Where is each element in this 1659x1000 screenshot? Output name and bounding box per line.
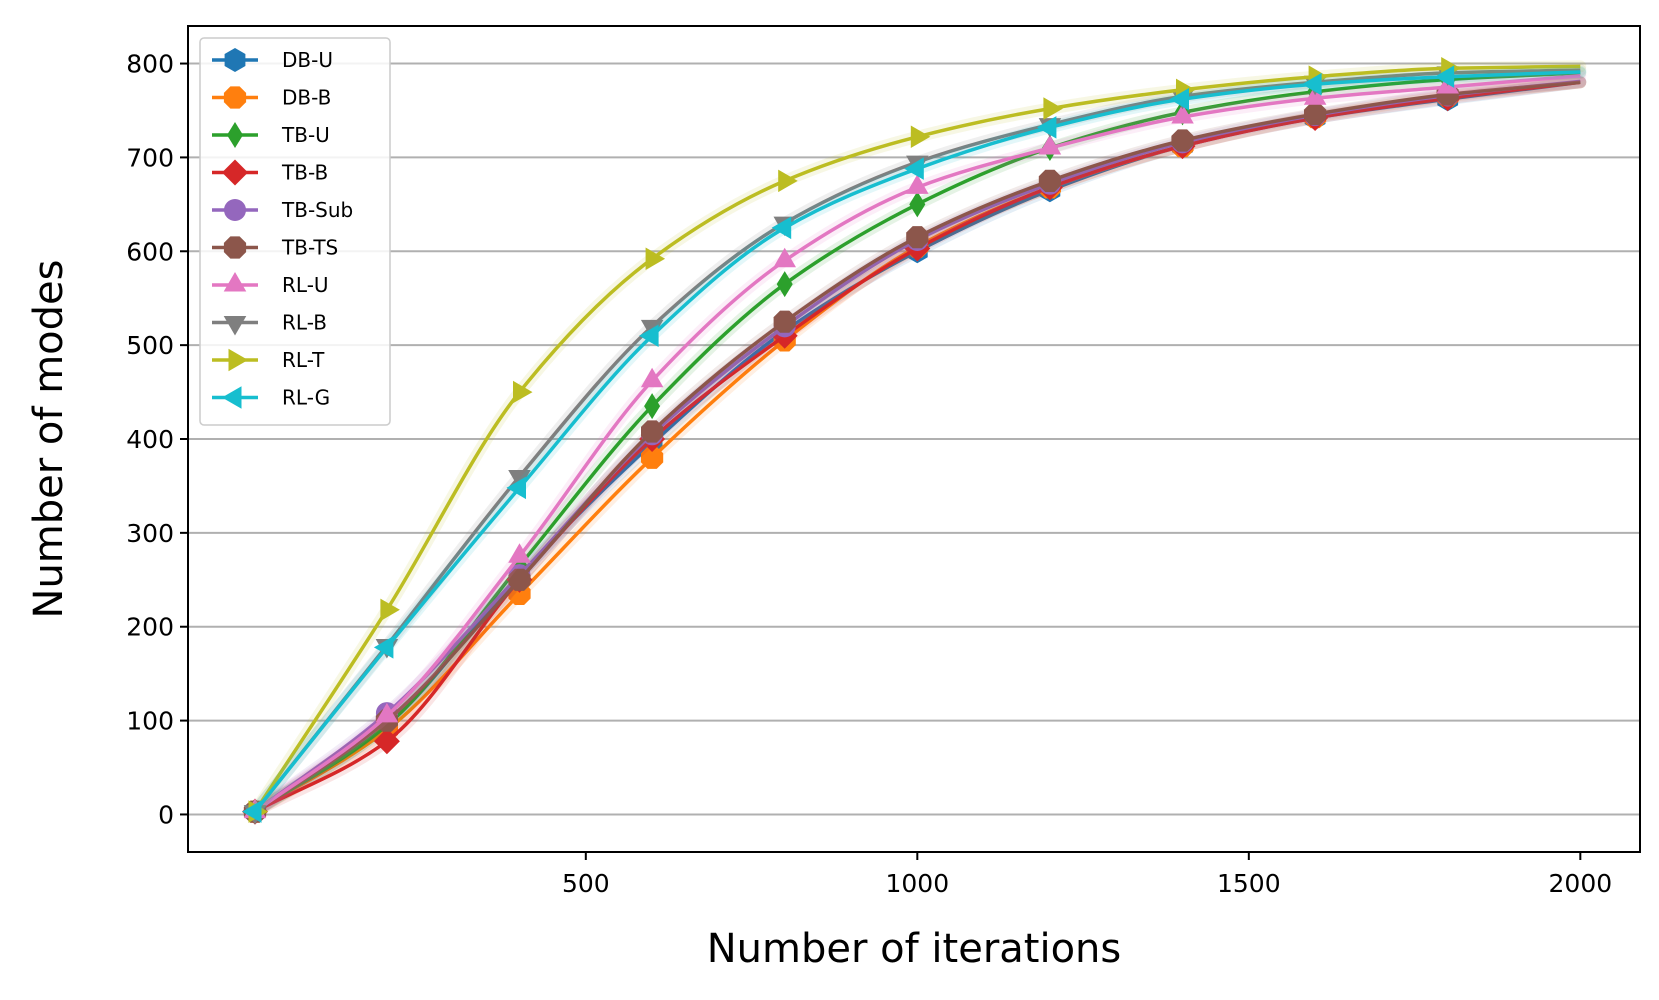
x-tick-label: 2000: [1549, 869, 1613, 898]
data-point: [373, 728, 400, 755]
data-point: [1302, 72, 1322, 96]
data-point: [906, 226, 929, 249]
data-point: [1304, 103, 1327, 126]
legend-item-rl-b: RL-B: [212, 311, 327, 336]
data-point: [641, 446, 664, 469]
legend-item-tb-sub: TB-Sub: [212, 198, 353, 222]
y-tick-label: 500: [126, 331, 174, 360]
legend-marker: [224, 48, 246, 72]
data-point: [773, 247, 796, 268]
data-point: [776, 271, 793, 298]
data-point: [641, 420, 664, 443]
legend-item-rl-u: RL-U: [212, 272, 329, 297]
legend-label: TB-TS: [281, 236, 338, 260]
series-line: [253, 68, 1581, 813]
legend-item-tb-b: TB-B: [212, 159, 328, 186]
data-point: [242, 800, 262, 823]
series-rl-g: [242, 65, 1587, 823]
y-axis-label: Number of modes: [26, 260, 72, 619]
y-tick-label: 800: [126, 50, 174, 79]
series-line: [253, 70, 1581, 813]
legend-item-rl-g: RL-G: [212, 386, 330, 410]
y-tick-label: 600: [126, 237, 174, 266]
legend-item-tb-ts: TB-TS: [212, 236, 338, 260]
legend-label: DB-B: [282, 86, 331, 110]
axis-ticks: 0 100 200 300 400 500 600 700 800 500 1000 1500 2000: [126, 50, 1612, 898]
legend-label: TB-U: [281, 123, 330, 147]
legend: DB-U DB-B TB-U TB-B TB-Sub TB-TS RL-U RL-B RL-T R…: [199, 37, 391, 426]
data-point: [1038, 135, 1062, 155]
series-line: [254, 80, 1581, 814]
legend-marker: [223, 86, 247, 109]
data-point: [644, 393, 661, 420]
legend-label: RL-G: [282, 386, 330, 410]
legend-marker: [222, 159, 248, 186]
data-point: [1043, 97, 1063, 120]
legend-label: RL-U: [282, 273, 329, 297]
data-point: [380, 598, 400, 622]
legend-marker: [228, 348, 248, 372]
legend-marker: [223, 316, 247, 336]
series-line: [254, 80, 1581, 814]
legend-marker: [223, 272, 247, 292]
y-tick-label: 400: [126, 425, 174, 454]
data-point: [771, 216, 792, 240]
data-point: [639, 324, 659, 347]
data-point: [910, 125, 931, 148]
legend-label: RL-B: [282, 311, 327, 335]
series-line: [253, 64, 1581, 813]
legend-item-db-b: DB-B: [212, 86, 331, 110]
data-point: [508, 470, 531, 490]
x-tick-label: 1500: [1217, 869, 1281, 898]
data-point: [1434, 65, 1455, 88]
data-point: [506, 476, 526, 500]
y-tick-label: 700: [126, 143, 174, 172]
data-point: [1171, 104, 1194, 124]
legend-marker: [227, 122, 243, 148]
x-axis-label: Number of iterations: [707, 926, 1122, 972]
data-point: [373, 636, 394, 659]
data-point: [1169, 88, 1189, 111]
legend-marker: [222, 386, 242, 409]
y-tick-label: 0: [158, 800, 174, 829]
x-tick-label: 500: [562, 869, 610, 898]
legend-label: TB-B: [281, 161, 328, 185]
legend-marker: [224, 199, 246, 221]
data-point: [513, 380, 533, 404]
data-point: [645, 247, 666, 270]
x-tick-label: 1000: [886, 869, 950, 898]
data-point: [1038, 169, 1061, 192]
data-point: [906, 174, 929, 194]
data-point: [1171, 129, 1194, 152]
data-point: [909, 191, 926, 218]
data-point: [375, 702, 399, 723]
data-point: [904, 157, 924, 180]
series-group: [242, 57, 1587, 825]
series-rl-t: [248, 57, 1587, 823]
legend-marker: [223, 236, 247, 259]
y-tick-label: 200: [126, 613, 174, 642]
data-point: [778, 169, 798, 193]
data-point: [508, 568, 531, 591]
series-rl-u: [243, 69, 1587, 819]
legend-label: DB-U: [282, 48, 333, 72]
y-tick-label: 100: [126, 707, 174, 736]
data-point: [640, 367, 664, 388]
legend-label: TB-Sub: [281, 198, 353, 222]
series-line: [253, 73, 1581, 814]
legend-item-tb-u: TB-U: [212, 122, 330, 148]
legend-item-db-u: DB-U: [212, 48, 333, 72]
data-point: [773, 310, 796, 333]
y-tick-label: 300: [126, 519, 174, 548]
data-point: [1036, 116, 1057, 139]
legend-label: RL-T: [282, 348, 325, 372]
legend-item-rl-t: RL-T: [212, 348, 325, 372]
data-point: [508, 543, 531, 563]
